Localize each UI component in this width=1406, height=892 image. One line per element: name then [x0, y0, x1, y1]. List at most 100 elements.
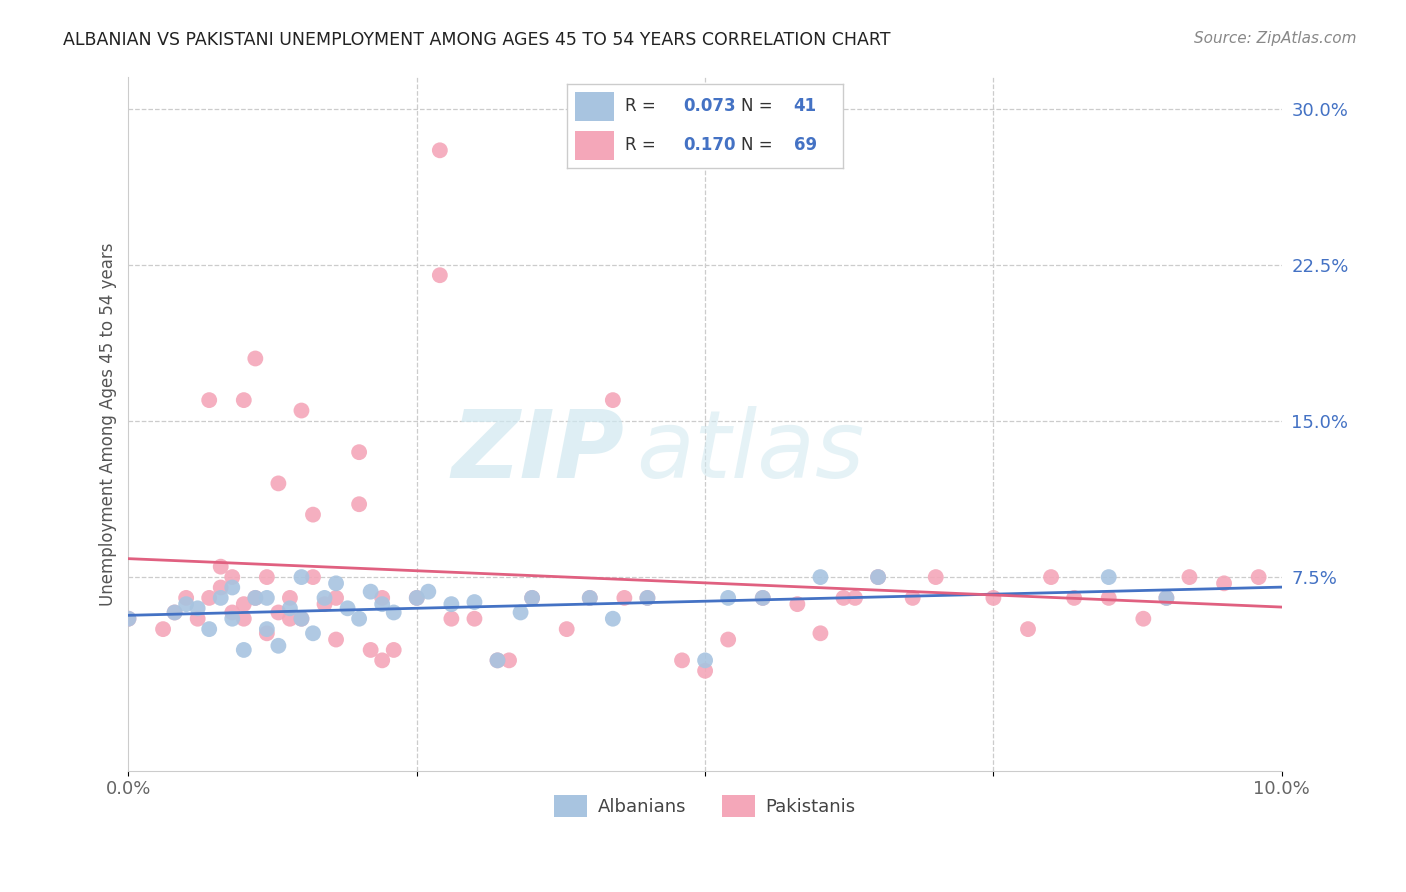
Point: [314, 591, 336, 605]
Point: [336, 601, 359, 615]
Point: [1132, 612, 1154, 626]
Point: [221, 606, 243, 620]
Point: [844, 591, 866, 605]
Point: [325, 632, 347, 647]
Point: [117, 612, 139, 626]
Point: [717, 591, 740, 605]
Point: [371, 597, 394, 611]
Text: atlas: atlas: [636, 406, 865, 498]
Point: [418, 584, 440, 599]
Point: [1178, 570, 1201, 584]
Point: [174, 591, 197, 605]
Point: [347, 497, 370, 511]
Point: [636, 591, 658, 605]
Point: [267, 476, 290, 491]
Point: [163, 606, 186, 620]
Point: [187, 601, 209, 615]
Point: [290, 403, 312, 417]
Point: [1017, 622, 1039, 636]
Y-axis label: Unemployment Among Ages 45 to 54 years: Unemployment Among Ages 45 to 54 years: [100, 243, 117, 606]
Point: [278, 601, 301, 615]
Point: [1098, 570, 1121, 584]
Point: [901, 591, 924, 605]
Point: [440, 597, 463, 611]
Point: [267, 606, 290, 620]
Point: [209, 591, 232, 605]
Text: Source: ZipAtlas.com: Source: ZipAtlas.com: [1194, 31, 1357, 46]
Point: [602, 612, 624, 626]
Point: [1156, 591, 1178, 605]
Point: [314, 597, 336, 611]
Text: ALBANIAN VS PAKISTANI UNEMPLOYMENT AMONG AGES 45 TO 54 YEARS CORRELATION CHART: ALBANIAN VS PAKISTANI UNEMPLOYMENT AMONG…: [63, 31, 891, 49]
Point: [187, 612, 209, 626]
Point: [486, 653, 509, 667]
Point: [256, 626, 278, 640]
Point: [636, 591, 658, 605]
Point: [520, 591, 543, 605]
Point: [290, 570, 312, 584]
Point: [1040, 570, 1063, 584]
Point: [1247, 570, 1270, 584]
Point: [290, 612, 312, 626]
Point: [810, 626, 832, 640]
Point: [347, 612, 370, 626]
Point: [302, 508, 325, 522]
Point: [232, 643, 254, 657]
Point: [868, 570, 890, 584]
Point: [555, 622, 578, 636]
Point: [463, 595, 485, 609]
Point: [520, 591, 543, 605]
Point: [232, 597, 254, 611]
Point: [486, 653, 509, 667]
Point: [152, 622, 174, 636]
Point: [360, 584, 382, 599]
Point: [347, 445, 370, 459]
Point: [810, 570, 832, 584]
Point: [232, 393, 254, 408]
Point: [221, 570, 243, 584]
Point: [429, 268, 451, 283]
Point: [302, 626, 325, 640]
Point: [360, 643, 382, 657]
Point: [405, 591, 427, 605]
Point: [209, 581, 232, 595]
Point: [117, 612, 139, 626]
Point: [278, 612, 301, 626]
Point: [267, 639, 290, 653]
Point: [752, 591, 775, 605]
Point: [221, 612, 243, 626]
Point: [209, 559, 232, 574]
Point: [786, 597, 808, 611]
Point: [752, 591, 775, 605]
Point: [256, 570, 278, 584]
Point: [1098, 591, 1121, 605]
Point: [232, 612, 254, 626]
Point: [198, 393, 221, 408]
Point: [578, 591, 600, 605]
Point: [382, 606, 405, 620]
Point: [325, 591, 347, 605]
Point: [578, 591, 600, 605]
Point: [174, 597, 197, 611]
Point: [832, 591, 855, 605]
Point: [245, 351, 267, 366]
Point: [371, 653, 394, 667]
Point: [868, 570, 890, 584]
Point: [440, 612, 463, 626]
Point: [498, 653, 520, 667]
Point: [245, 591, 267, 605]
Point: [1156, 591, 1178, 605]
Legend: Albanians, Pakistanis: Albanians, Pakistanis: [547, 788, 863, 824]
Point: [382, 643, 405, 657]
Point: [671, 653, 693, 667]
Point: [925, 570, 948, 584]
Point: [429, 144, 451, 158]
Point: [302, 570, 325, 584]
Point: [602, 393, 624, 408]
Point: [1213, 576, 1236, 591]
Point: [371, 591, 394, 605]
Point: [198, 591, 221, 605]
Point: [290, 612, 312, 626]
Point: [163, 606, 186, 620]
Point: [221, 581, 243, 595]
